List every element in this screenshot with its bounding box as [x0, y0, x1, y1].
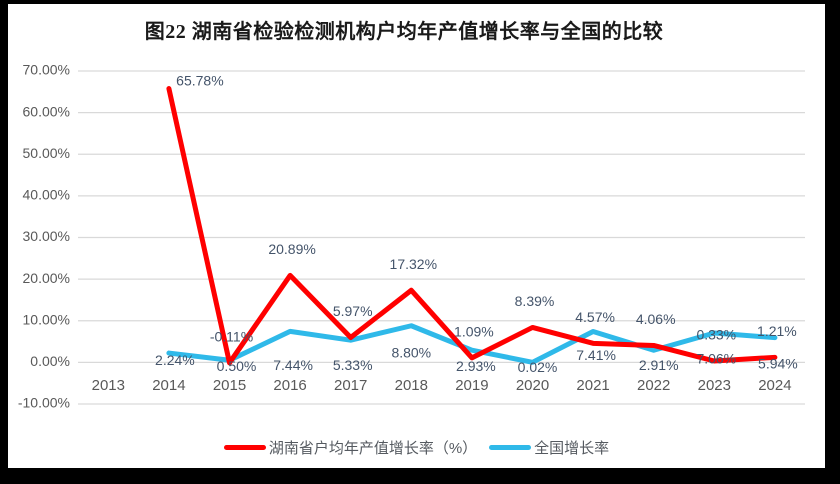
- series-line-national: [166, 323, 778, 365]
- y-tick-label: 60.00%: [23, 103, 70, 119]
- legend-label-national: 全国增长率: [534, 440, 610, 457]
- y-tick-label: 50.00%: [23, 145, 70, 161]
- data-label-national: 5.94%: [758, 355, 798, 371]
- x-tick-label: 2014: [152, 377, 185, 394]
- x-tick-label: 2017: [334, 377, 367, 394]
- data-label-hunan: 1.21%: [757, 323, 797, 339]
- data-label-hunan: 8.39%: [515, 293, 555, 309]
- chart-title: 图22 湖南省检验检测机构户均年产值增长率与全国的比较: [144, 21, 664, 43]
- data-label-national: 2.93%: [456, 358, 496, 374]
- data-label-hunan: 4.57%: [575, 309, 615, 325]
- data-label-hunan: 1.09%: [454, 324, 494, 340]
- data-label-hunan: 5.97%: [333, 303, 373, 319]
- x-tick-label: 2020: [516, 377, 549, 394]
- y-tick-label: 0.00%: [30, 353, 70, 369]
- legend-marker-hunan-line: [223, 445, 266, 450]
- data-label-national: 2.91%: [639, 357, 679, 373]
- data-label-hunan: 17.32%: [390, 256, 437, 272]
- data-label-national: 2.24%: [155, 352, 195, 368]
- x-tick-label: 2016: [273, 377, 306, 394]
- data-label-national: 0.02%: [518, 359, 558, 375]
- data-label-hunan: 0.33%: [696, 327, 736, 343]
- data-label-national: 7.41%: [576, 347, 616, 363]
- data-label-hunan: 20.89%: [268, 241, 315, 257]
- data-label-hunan: 4.06%: [636, 311, 676, 327]
- x-tick-label: 2021: [576, 377, 609, 394]
- data-label-national: 5.33%: [333, 357, 373, 373]
- x-tick-label: 2024: [758, 377, 791, 394]
- data-label-hunan: -0.11%: [210, 329, 253, 345]
- chart-legend: 湖南省户均年产值增长率（%） 全国增长率: [8, 437, 825, 458]
- x-tick-label: 2022: [637, 377, 670, 394]
- data-label-national: 7.44%: [273, 357, 313, 373]
- data-label-hunan: 65.78%: [176, 72, 223, 88]
- x-tick-label: 2019: [455, 377, 488, 394]
- y-tick-label: 30.00%: [23, 228, 70, 244]
- x-tick-label: 2015: [213, 377, 246, 394]
- x-tick-label: 2018: [395, 377, 428, 394]
- y-tick-label: 70.00%: [23, 62, 70, 78]
- data-label-national: 8.80%: [391, 344, 431, 360]
- chart-plot: 70.00% 60.00% 50.00% 40.00% 30.00% 20.00% 10.0…: [18, 62, 805, 411]
- y-tick-label: 40.00%: [23, 187, 70, 203]
- chart-frame: 图22 湖南省检验检测机构户均年产值增长率与全国的比较 70.00% 60.00%…: [8, 4, 825, 468]
- y-tick-label: -10.00%: [18, 395, 70, 411]
- legend-marker-national-line: [489, 445, 532, 450]
- series-line-hunan: [166, 86, 778, 366]
- data-label-national: 7.06%: [696, 351, 736, 367]
- y-tick-label: 10.00%: [23, 311, 70, 327]
- data-label-national: 0.50%: [217, 358, 257, 374]
- legend-item-hunan: 湖南省户均年产值增长率（%）: [223, 437, 478, 458]
- x-tick-label: 2013: [92, 377, 125, 394]
- y-tick-label: 20.00%: [23, 270, 70, 286]
- legend-item-national: 全国增长率: [489, 437, 609, 458]
- legend-label-hunan: 湖南省户均年产值增长率（%）: [268, 440, 478, 457]
- x-tick-label: 2023: [698, 377, 731, 394]
